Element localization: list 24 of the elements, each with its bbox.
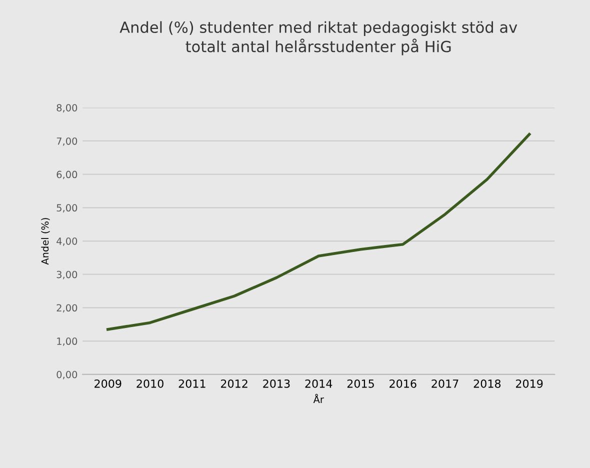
x-tick-label: 2017 [432, 379, 458, 388]
y-axis-title: Andel (%) [41, 218, 50, 265]
x-tick-label: 2009 [94, 379, 122, 388]
x-axis-title: År [313, 394, 324, 403]
y-tick-label: 6,00 [56, 170, 78, 180]
x-tick-label: 2012 [220, 379, 248, 388]
x-tick-label: 2013 [263, 379, 290, 388]
x-tick-label: 2010 [136, 379, 164, 388]
y-tick-label: 8,00 [56, 104, 78, 112]
x-tick-label: 2019 [516, 379, 543, 388]
x-tick-label: 2018 [474, 379, 501, 388]
x-tick-label: 2015 [347, 379, 374, 388]
x-tick-label: 2014 [305, 379, 332, 388]
line-series [106, 132, 531, 331]
y-tick-label: 0,00 [56, 370, 78, 380]
y-tick-label: 7,00 [56, 137, 78, 146]
y-tick-label: 1,00 [57, 338, 78, 346]
x-tick-label: 2011 [178, 379, 206, 388]
y-tick-label: 2,00 [56, 304, 78, 313]
x-tick-label: 2016 [390, 379, 416, 388]
y-tick-label: 3,00 [56, 270, 78, 280]
y-tick-label: 5,00 [56, 204, 78, 212]
chart-title: Andel (%) studenter med riktat pedagogiskt stöd av totalt antal helårsstudenter på HiG [120, 21, 518, 56]
y-tick-label: 4,00 [56, 238, 78, 246]
